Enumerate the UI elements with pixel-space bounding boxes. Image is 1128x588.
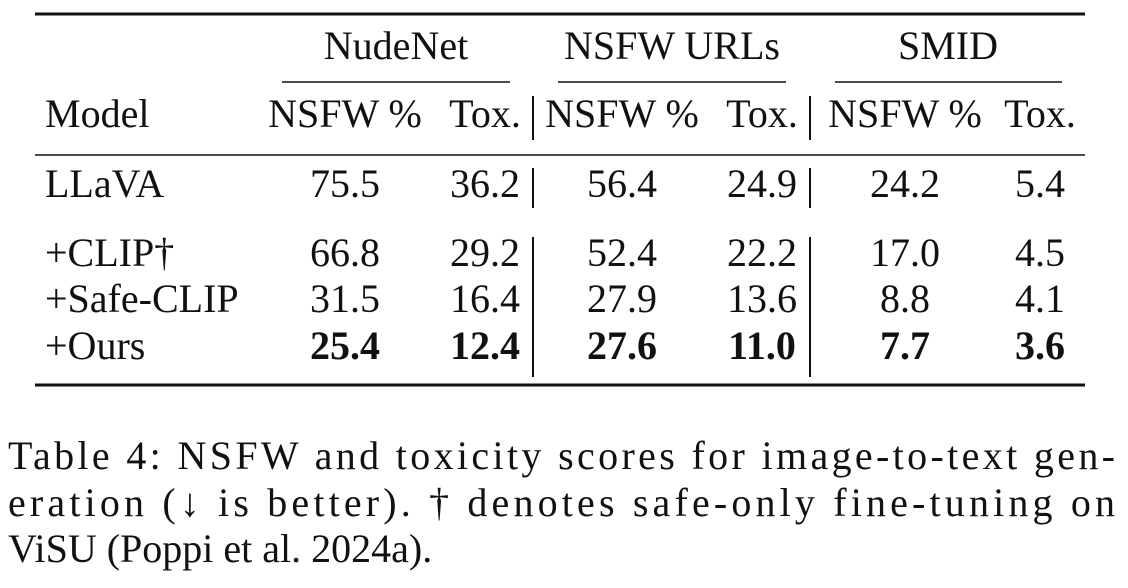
row-label: LLaVA — [45, 161, 164, 206]
cell-value: 11.0 — [728, 323, 796, 368]
cell-value: 13.6 — [727, 276, 797, 321]
row-label: +Safe-CLIP — [45, 276, 239, 321]
cell-value: 66.8 — [310, 230, 380, 275]
cell-value: 29.2 — [450, 230, 520, 275]
column-separators — [532, 96, 811, 377]
cell-value: 16.4 — [450, 276, 520, 321]
cell-value: 31.5 — [310, 276, 380, 321]
cell-value: 52.4 — [587, 230, 657, 275]
column-header: NSFW % — [828, 91, 982, 136]
cell-value: 4.5 — [1015, 230, 1065, 275]
cell-value: 56.4 — [587, 161, 657, 206]
row-label: +Ours — [45, 323, 145, 368]
cell-value: 7.7 — [880, 323, 930, 368]
column-header: Tox. — [1004, 91, 1076, 136]
caption-line: ViSU (Poppi et al. 2024a). — [8, 526, 432, 571]
column-header: Tox. — [449, 91, 521, 136]
row-label: +CLIP† — [45, 230, 174, 275]
group-header: NudeNet — [324, 23, 468, 68]
cell-value: 24.2 — [870, 161, 940, 206]
cell-value: 75.5 — [310, 161, 380, 206]
cell-value: 27.9 — [587, 276, 657, 321]
cell-value: 27.6 — [587, 323, 657, 368]
caption-line: Table 4: NSFW and toxicity scores for im… — [8, 433, 1115, 478]
group-header: NSFW URLs — [564, 23, 780, 68]
column-header: Model — [45, 91, 149, 136]
cell-value: 3.6 — [1015, 323, 1065, 368]
cell-value: 25.4 — [310, 323, 380, 368]
cell-value: 8.8 — [880, 276, 930, 321]
cell-value: 17.0 — [870, 230, 940, 275]
cell-value: 22.2 — [727, 230, 797, 275]
column-header: Tox. — [726, 91, 798, 136]
cell-value: 4.1 — [1015, 276, 1065, 321]
column-header: NSFW % — [545, 91, 699, 136]
cell-value: 24.9 — [727, 161, 797, 206]
column-header: NSFW % — [268, 91, 422, 136]
cell-value: 5.4 — [1015, 161, 1065, 206]
group-header: SMID — [898, 23, 998, 68]
cell-value: 36.2 — [450, 161, 520, 206]
caption-line: eration (↓ is better). † denotes safe-on… — [8, 480, 1115, 525]
cell-value: 12.4 — [450, 323, 520, 368]
